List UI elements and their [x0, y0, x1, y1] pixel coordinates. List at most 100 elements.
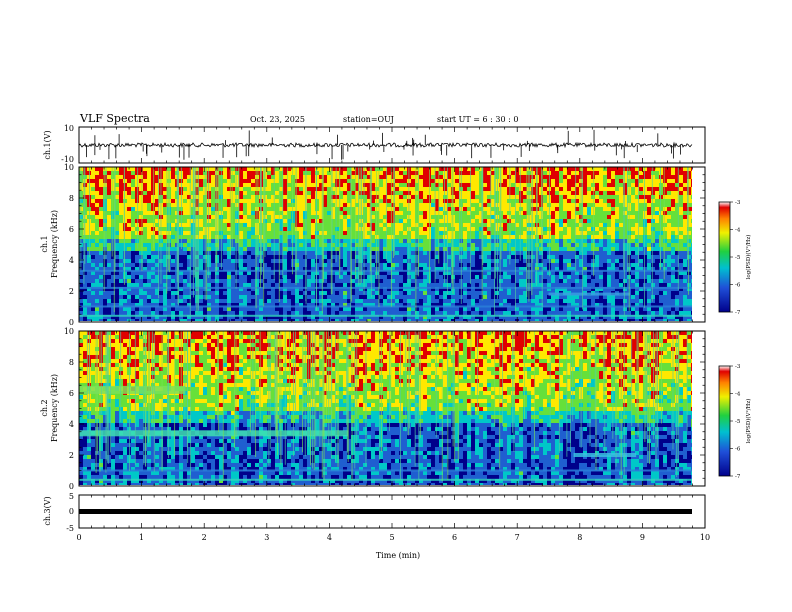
ch1-spectrogram-cell	[431, 219, 435, 223]
ch1-spectrogram-cell	[443, 283, 447, 287]
ch1-spectrogram-cell	[379, 319, 383, 321]
ch1-spectrogram-cell	[515, 223, 519, 227]
ch1-spectrogram-cell	[471, 283, 475, 287]
ch1-spectrogram-cell	[347, 287, 351, 291]
ch1-spectrogram-cell	[227, 175, 231, 179]
ch1-spectrogram-cell	[563, 167, 567, 171]
ch1-spectrogram-cell	[419, 227, 423, 231]
ch1-spectrogram-cell	[619, 235, 623, 239]
ch1-spectrogram-cell	[595, 255, 599, 259]
ch1-spectrogram-cell	[135, 291, 139, 295]
ch1-spectrogram-cell	[399, 311, 403, 315]
ch1-spectrogram-cell	[471, 211, 475, 215]
ch1-spectrogram-cell	[151, 175, 155, 179]
ch1-spectrogram-cell	[363, 167, 367, 171]
ch1-spectrogram-cell	[487, 251, 491, 255]
ch1-spectrogram-cell	[351, 235, 355, 239]
ch1-spectrogram-cell	[259, 215, 263, 219]
ch1-spectrogram-cell	[447, 191, 451, 195]
ch1-spectrogram-cell	[471, 239, 475, 243]
ch1-spectrogram-cell	[551, 231, 555, 235]
ch1-spectrogram-cell	[439, 275, 443, 279]
ch1-spectrogram-cell	[431, 175, 435, 179]
ch1-spectrogram-cell	[251, 235, 255, 239]
ch1-spectrogram-cell	[143, 291, 147, 295]
ch1-spectrogram-cell	[391, 223, 395, 227]
ch1-spectrogram-cell	[319, 295, 323, 299]
ch1-spectrogram-cell	[499, 287, 503, 291]
ch1-spectrogram-cell	[399, 279, 403, 283]
ch1-spectrogram-cell	[375, 291, 379, 295]
ch1-spectrogram-cell	[579, 255, 583, 259]
ch1-spectrogram-cell	[523, 223, 527, 227]
ch1-spectrogram-cell	[387, 267, 391, 271]
ch1-spectrogram-cell	[447, 235, 451, 239]
ch1-spectrogram-cell	[303, 231, 307, 235]
ch1-spectrogram-cell	[567, 307, 571, 311]
ch1-spectrogram-cell	[359, 287, 363, 291]
ch1-spectrogram-cell	[539, 211, 543, 215]
ch1-spectrogram-cell	[611, 247, 615, 251]
ch1-spectrogram-cell	[423, 207, 427, 211]
ch1-spectrogram-cell	[295, 251, 299, 255]
ch1-spectrogram-cell	[183, 219, 187, 223]
ch1-spectrogram-cell	[499, 311, 503, 315]
ch1-spectrogram-cell	[119, 303, 123, 307]
ch1-spectrogram-cell	[383, 307, 387, 311]
ch1-spectrogram-cell	[163, 167, 167, 171]
ch1-spectrogram-cell	[95, 263, 99, 267]
ch1-spectrogram-cell	[115, 199, 119, 203]
ch1-spectrogram-cell	[319, 227, 323, 231]
ch1-spectrogram-cell	[595, 303, 599, 307]
ch1-spectrogram-cell	[339, 227, 343, 231]
ch1-spectrogram-cell	[403, 311, 407, 315]
ch1-spectrogram-cell	[359, 239, 363, 243]
ch1-spectrogram-cell	[235, 215, 239, 219]
ch1-spectrogram-cell	[415, 191, 419, 195]
ch1-ytick-top: 10	[64, 124, 74, 133]
ch1-spectrogram-cell	[515, 219, 519, 223]
ch1-spectrogram-cell	[303, 223, 307, 227]
ch1-spectrogram-cell	[223, 227, 227, 231]
ch1-spectrogram-cell	[159, 315, 163, 319]
ch1-spectrogram-cell	[623, 187, 627, 191]
ch1-spectrogram-cell	[87, 303, 91, 307]
ch1-spectrogram-cell	[531, 255, 535, 259]
ch1-spectrogram-cell	[243, 195, 247, 199]
ch1-spectrogram-cell	[307, 175, 311, 179]
ch1-spectrogram-cell	[583, 259, 587, 263]
ch1-waveform-xticks	[78, 127, 706, 163]
ch1-spectrogram-cell	[555, 183, 559, 187]
ch1-spectrogram-cell	[331, 207, 335, 211]
ch1-spectrogram-cell	[387, 199, 391, 203]
ch1-spectrogram-cell	[543, 215, 547, 219]
ch1-spectrogram-cell	[343, 167, 347, 171]
ch1-spectrogram-cell	[335, 183, 339, 187]
ch1-spectrogram-cell	[595, 223, 599, 227]
ch1-spectrogram-cell	[259, 291, 263, 295]
ch1-spectrogram-cell	[103, 207, 107, 211]
ch1-spectrogram-cell	[295, 191, 299, 195]
ch1-spectrogram-cell	[371, 319, 375, 321]
ch1-spectrogram-cell	[547, 319, 551, 321]
ch1-spectrogram-cell	[523, 251, 527, 255]
ch1-spectrogram-cell	[427, 291, 431, 295]
ch1-spectrogram-cell	[567, 319, 571, 321]
ch1-spectrogram-cell	[447, 223, 451, 227]
ch1-spectrogram-cell	[419, 311, 423, 315]
ch1-spectrogram-cell	[287, 183, 291, 187]
ch1-spectrogram-cell	[247, 207, 251, 211]
ch1-spectrogram-cell	[135, 283, 139, 287]
ch1-spectrogram-cell	[111, 175, 115, 179]
ch1-spectrogram-cell	[623, 231, 627, 235]
ch1-spectrogram-cell	[343, 187, 347, 191]
ch1-spectrogram-cell	[155, 283, 159, 287]
ch1-spectrogram-cell	[331, 231, 335, 235]
ch1-spectrogram-cell	[611, 295, 615, 299]
ch1-spectrogram-cell	[507, 243, 511, 247]
ch1-spectrogram-cell	[515, 311, 519, 315]
ch1-spectrogram-cell	[191, 291, 195, 295]
ch1-spectrogram-cell	[391, 191, 395, 195]
ch1-spectrogram-cell	[435, 255, 439, 259]
ch1-spectrogram-cell	[555, 303, 559, 307]
